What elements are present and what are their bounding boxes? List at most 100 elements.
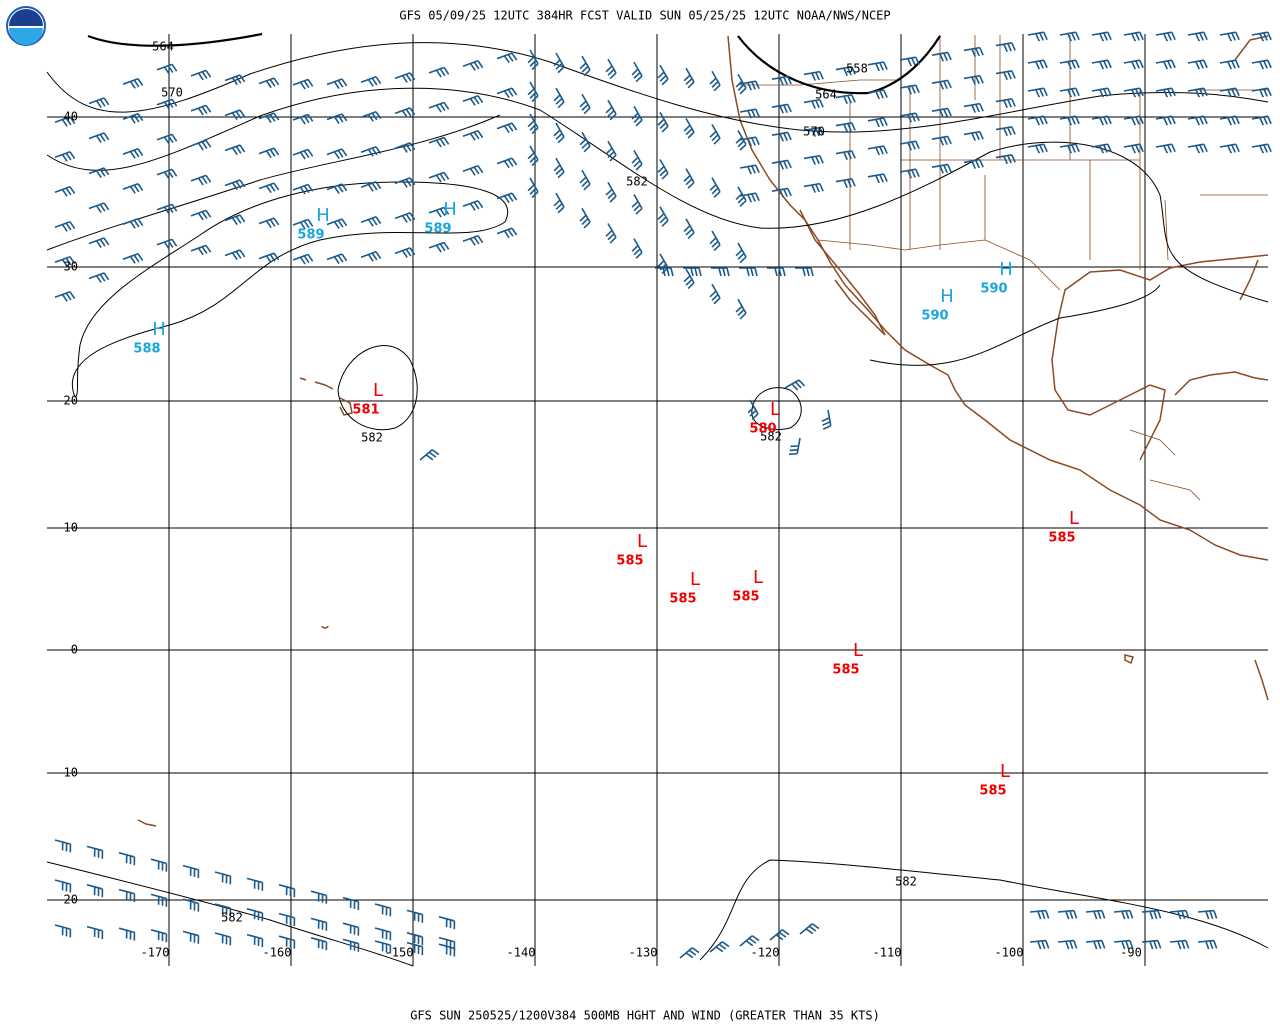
- wind-barb: [735, 242, 747, 264]
- wind-barb: [462, 130, 484, 141]
- contour-label: 582: [760, 430, 782, 444]
- wind-barb: [150, 893, 168, 907]
- wind-barb: [803, 182, 824, 193]
- wind-barb: [1085, 909, 1106, 920]
- map-labels: 40 30 20 10 0 -10 -20 -170 -160 -150 -140 -130 -120 -…: [56, 40, 1142, 960]
- lat-label: 0: [71, 643, 78, 657]
- wind-barb: [86, 925, 104, 939]
- wind-barb: [1029, 939, 1050, 950]
- wind-barb: [394, 72, 416, 83]
- wind-barb: [527, 49, 539, 71]
- wind-barb: [88, 132, 110, 143]
- lon-label: -130: [629, 946, 658, 960]
- wind-barb: [1187, 143, 1208, 154]
- wind-barb: [246, 877, 264, 891]
- wind-barb: [54, 186, 76, 197]
- wind-barb: [739, 80, 760, 91]
- wind-barb: [683, 67, 695, 89]
- wind-barb: [428, 101, 450, 113]
- wind-barb: [1059, 31, 1080, 42]
- wind-barb: [394, 212, 416, 223]
- wind-barb: [771, 187, 792, 198]
- wind-barb: [711, 267, 730, 277]
- wind-barb: [1057, 939, 1078, 950]
- wind-barb: [1219, 143, 1240, 154]
- wind-barb: [788, 437, 801, 456]
- wind-barb: [709, 230, 721, 252]
- wind-barb: [631, 149, 643, 171]
- wind-barb: [438, 943, 456, 957]
- wind-barb: [1219, 115, 1240, 126]
- wind-barb: [54, 291, 76, 302]
- wind-barb: [867, 117, 888, 128]
- wind-barb: [835, 178, 856, 189]
- wind-barb: [496, 87, 518, 99]
- footer-title: GFS SUN 250525/1200V384 500MB HGHT AND W…: [410, 1009, 880, 1023]
- wind-barb: [86, 845, 104, 859]
- wind-barb: [709, 941, 730, 953]
- wind-barb: [428, 171, 450, 183]
- wind-barb: [246, 908, 264, 922]
- wind-barb: [428, 206, 450, 218]
- wind-barb: [190, 139, 212, 151]
- wind-barb: [657, 64, 669, 86]
- wind-barb: [224, 144, 246, 156]
- wind-barb: [709, 124, 721, 145]
- wind-barb: [1251, 143, 1272, 154]
- coastlines: [137, 35, 1269, 827]
- wind-barb: [579, 131, 591, 153]
- lon-label: -150: [385, 946, 414, 960]
- wind-barbs: [54, 31, 1272, 959]
- wind-barb: [326, 148, 348, 160]
- wind-barb: [88, 272, 110, 283]
- lat-label: -20: [56, 893, 78, 907]
- wind-barb: [995, 126, 1016, 137]
- wind-barb: [360, 76, 382, 87]
- wind-barb: [54, 879, 72, 893]
- wind-barb: [374, 940, 392, 954]
- wind-barb: [224, 109, 246, 121]
- wind-barb: [1155, 143, 1176, 154]
- wind-barb: [899, 168, 920, 179]
- wind-barb: [1187, 59, 1208, 70]
- wind-barb: [739, 136, 760, 147]
- center-value: 585: [732, 590, 759, 605]
- center-symbol: L: [770, 399, 780, 420]
- wind-barb: [342, 938, 360, 952]
- wind-barb: [683, 117, 695, 139]
- wind-barb: [769, 929, 790, 941]
- wind-barb: [963, 74, 984, 85]
- wind-barb: [394, 142, 416, 153]
- wind-barb: [1029, 909, 1050, 920]
- wind-barb: [292, 148, 314, 160]
- center-symbol: L: [853, 640, 863, 661]
- wind-barb: [88, 97, 110, 108]
- center-symbol: H: [316, 205, 330, 226]
- wind-barb: [1169, 939, 1190, 950]
- wind-barb: [605, 181, 617, 203]
- wind-barb: [735, 298, 747, 320]
- wind-barb: [1123, 59, 1144, 70]
- wind-barb: [292, 113, 314, 125]
- wind-barb: [963, 158, 984, 169]
- wind-barb: [394, 247, 416, 258]
- center-symbol: L: [1069, 508, 1079, 529]
- wind-barb: [428, 241, 450, 253]
- wind-barb: [1123, 143, 1144, 154]
- wind-barb: [190, 104, 212, 116]
- wind-barb: [1091, 31, 1112, 42]
- header-title: GFS 05/09/25 12UTC 384HR FCST VALID SUN …: [399, 9, 890, 23]
- wind-barb: [156, 203, 178, 215]
- wind-barb: [799, 923, 820, 935]
- wind-barb: [899, 112, 920, 123]
- wind-barb: [579, 93, 591, 115]
- center-value: 585: [979, 784, 1006, 799]
- wind-barb: [292, 183, 314, 195]
- wind-barb: [803, 154, 824, 165]
- contour-label: 582: [895, 875, 917, 889]
- wind-barb: [118, 852, 136, 866]
- wind-barb: [657, 206, 669, 227]
- lat-label: 20: [64, 394, 78, 408]
- wind-barb: [527, 177, 539, 199]
